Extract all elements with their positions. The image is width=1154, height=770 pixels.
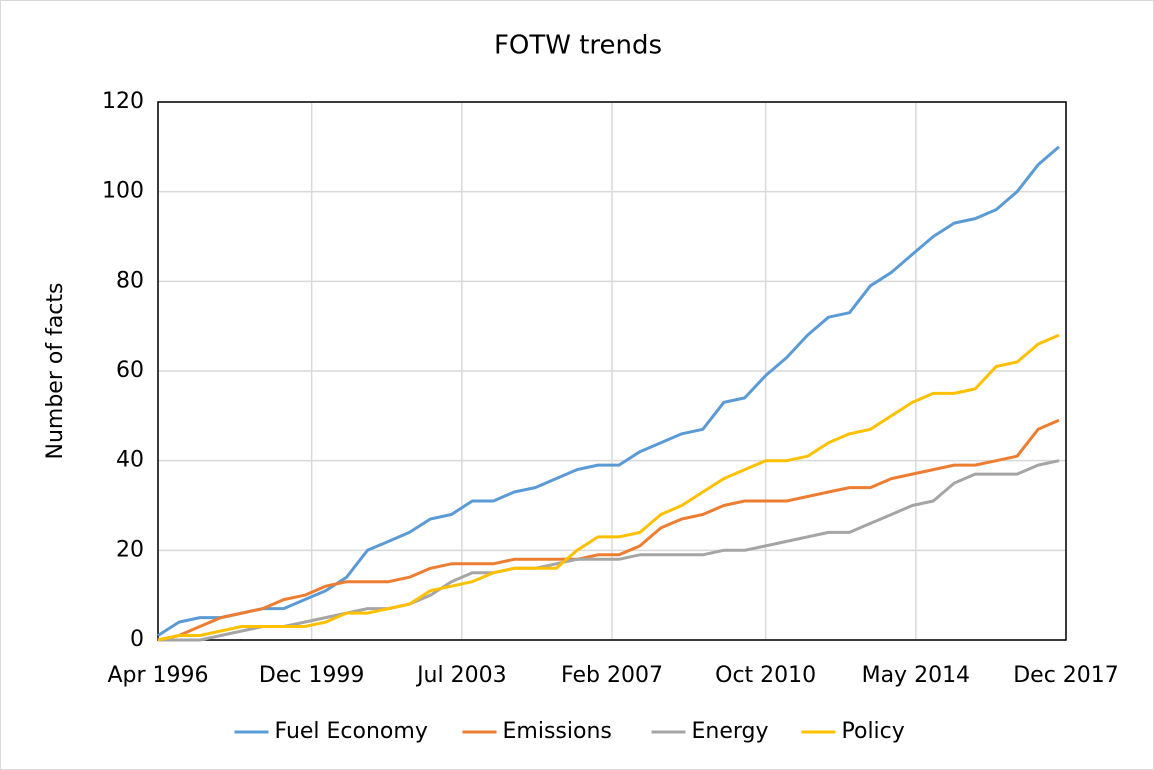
y-tick-label: 0 (130, 627, 144, 652)
legend-label: Emissions (503, 719, 612, 744)
x-tick-label: Oct 2010 (715, 663, 816, 688)
legend-label: Energy (692, 719, 769, 744)
x-tick-label: Jul 2003 (415, 663, 507, 688)
x-tick-label: Apr 1996 (107, 663, 208, 688)
y-tick-label: 120 (102, 89, 144, 114)
y-axis-label: Number of facts (43, 283, 68, 460)
y-tick-label: 60 (116, 358, 144, 383)
legend: Fuel Economy Emissions Energy Policy (234, 719, 905, 744)
legend-label: Policy (842, 719, 905, 744)
y-tick-label: 80 (116, 268, 144, 293)
series-line (157, 333, 1060, 642)
y-tick-label: 40 (116, 448, 144, 473)
x-tick-label: Dec 2017 (1013, 663, 1119, 688)
series-line (157, 418, 1060, 642)
chart-title: FOTW trends (494, 31, 662, 61)
series-line (157, 145, 1060, 637)
y-tick-label: 100 (102, 179, 144, 204)
y-tick-label: 20 (116, 537, 144, 562)
series-line (158, 459, 1060, 642)
x-tick-label: May 2014 (862, 663, 970, 688)
x-tick-label: Dec 1999 (259, 663, 365, 688)
x-tick-label: Feb 2007 (561, 663, 663, 688)
legend-label: Fuel Economy (275, 719, 428, 744)
plot-border (157, 101, 1067, 641)
